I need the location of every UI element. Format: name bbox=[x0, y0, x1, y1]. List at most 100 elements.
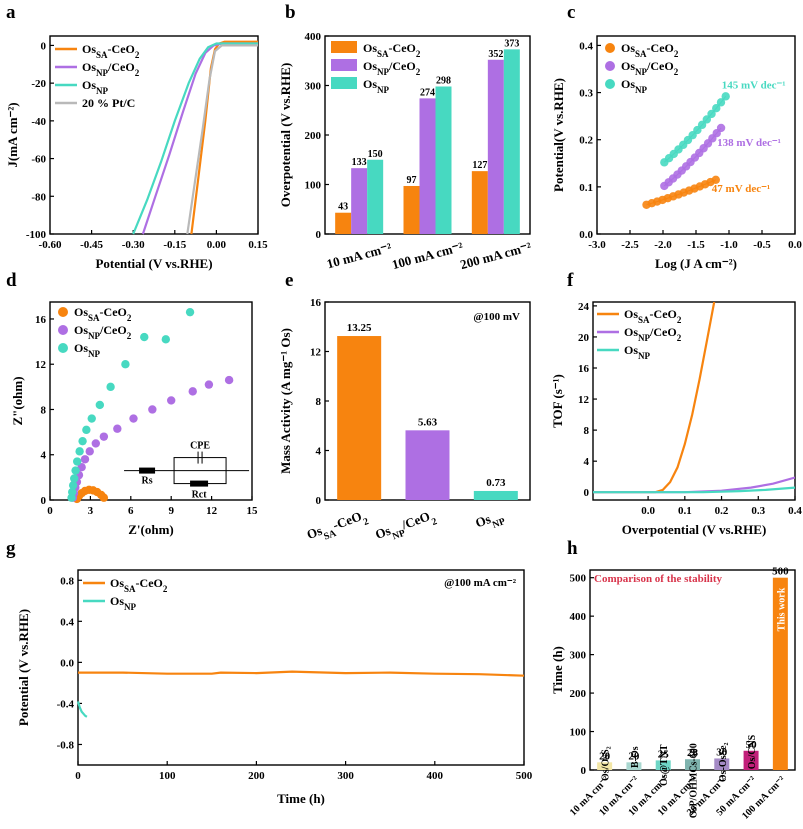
data-point bbox=[99, 493, 109, 502]
x-axis-label: Log (J A cm⁻²) bbox=[655, 256, 737, 271]
legend-marker bbox=[605, 43, 615, 53]
y-tick-label: 0.8 bbox=[60, 575, 74, 587]
fit-line bbox=[646, 179, 716, 206]
bar bbox=[473, 490, 518, 500]
x-axis-label: Potential (V vs.RHE) bbox=[95, 256, 212, 271]
y-tick-label: 0.4 bbox=[60, 616, 74, 628]
x-axis-label: Time (h) bbox=[277, 791, 325, 806]
data-point bbox=[80, 455, 90, 464]
x-category-label: 200 mA cm⁻² bbox=[459, 239, 533, 272]
y-tick-label: 100 bbox=[305, 180, 322, 192]
x-tick-label: 400 bbox=[427, 770, 444, 782]
legend-entry: OsNP/CeO2 bbox=[74, 323, 132, 341]
legend-entry: OsNP/CeO2 bbox=[82, 60, 140, 78]
bar-value-label: 20 bbox=[628, 750, 640, 762]
bar bbox=[335, 212, 352, 234]
bar bbox=[403, 185, 420, 234]
data-point bbox=[711, 175, 720, 184]
legend-entry: OsNP bbox=[110, 594, 137, 612]
chart-f: 0.0 0.1 0.2 0.3 0.4 0 4 8 12 16 20 24 OsSA-CeO2OsNP/… bbox=[550, 301, 802, 537]
tafel-slope-label: 145 mV dec⁻¹ bbox=[722, 79, 786, 91]
chart-e: 0 4 8 12 16 13.25 OsSA-CeO2 5.63 OsNP/CeO2 0.73 Os… bbox=[278, 297, 531, 548]
bar-name-label: This work bbox=[776, 587, 787, 631]
data-point bbox=[140, 332, 149, 342]
bar-value-label: 20 bbox=[599, 750, 611, 762]
y-axis-label: Z"(ohm) bbox=[10, 376, 25, 425]
data-point bbox=[95, 400, 105, 410]
y-tick-label: 16 bbox=[578, 363, 590, 375]
data-point bbox=[224, 375, 234, 385]
legend-swatch bbox=[331, 77, 357, 89]
data-point bbox=[71, 466, 80, 475]
x-tick-label: -1.0 bbox=[720, 239, 738, 251]
plot-frame bbox=[77, 569, 525, 766]
x-tick-label: 0.0 bbox=[788, 239, 802, 251]
x-tick-label: 6 bbox=[128, 505, 134, 517]
y-tick-label: 8 bbox=[316, 396, 322, 408]
series-line bbox=[76, 701, 88, 718]
x-tick-label: 0.4 bbox=[788, 505, 802, 517]
x-category-label: OsSA-CeO2 bbox=[305, 507, 371, 548]
circuit-inset: CPE Rs Rct bbox=[124, 441, 250, 501]
data-point bbox=[204, 380, 214, 389]
bar bbox=[471, 171, 488, 234]
panel-c-label: c bbox=[567, 2, 575, 23]
data-point bbox=[121, 360, 130, 369]
x-category-label: 100 mA cm⁻² bbox=[390, 239, 464, 272]
data-point bbox=[167, 396, 176, 405]
legend-marker bbox=[605, 61, 615, 71]
panel-a-label: a bbox=[6, 2, 16, 23]
bar-value-label: 150 bbox=[368, 149, 383, 160]
y-axis-label: Mass Activity (A mg⁻¹ Os) bbox=[278, 328, 293, 474]
legend-swatch bbox=[331, 41, 357, 53]
x-tick-label: -0.30 bbox=[122, 239, 145, 251]
x-tick-label: -3.0 bbox=[588, 239, 606, 251]
bar bbox=[743, 750, 759, 770]
fit-line bbox=[663, 95, 727, 163]
y-tick-label: -0.8 bbox=[57, 739, 75, 751]
bar-value-label: 50 bbox=[746, 739, 758, 751]
bar bbox=[503, 49, 520, 234]
y-tick-label: 200 bbox=[305, 130, 322, 142]
x-tick-label: -0.15 bbox=[163, 239, 186, 251]
x-tick-label: 0.0 bbox=[641, 505, 655, 517]
data-point bbox=[106, 382, 115, 392]
x-tick-label: 12 bbox=[206, 505, 218, 517]
condition-annotation: @100 mA cm⁻² bbox=[444, 577, 517, 589]
rct-label: Rct bbox=[192, 490, 208, 501]
y-axis-label: Time (h) bbox=[550, 646, 565, 694]
y-tick-label: 8 bbox=[41, 404, 47, 416]
y-tick-label: 300 bbox=[570, 650, 587, 662]
data-point bbox=[82, 425, 91, 435]
chart-title: Comparison of the stability bbox=[594, 573, 723, 585]
bar-value-label: 133 bbox=[352, 157, 367, 168]
legend-entry: OsSA-CeO2 bbox=[82, 42, 140, 60]
y-tick-label: 12 bbox=[310, 347, 322, 359]
bar bbox=[655, 760, 671, 770]
bar-value-label: 43 bbox=[338, 202, 348, 213]
legend-entry: OsNP/CeO2 bbox=[621, 59, 679, 77]
rs-label: Rs bbox=[142, 476, 153, 487]
y-axis-label: Potential (V vs.RHE) bbox=[16, 609, 31, 726]
y-tick-label: 24 bbox=[578, 301, 590, 313]
x-tick-label: 9 bbox=[168, 505, 174, 517]
panel-f-label: f bbox=[567, 270, 574, 291]
bar bbox=[772, 577, 788, 770]
y-tick-label: 0.0 bbox=[579, 229, 593, 241]
chart-g: 0 100 200 300 400 500 0.8 0.4 0.0 -0.4 -0.8 OsSA-Ce… bbox=[16, 569, 533, 806]
x-tick-label: -2.0 bbox=[654, 239, 672, 251]
legend-entry: OsNP/CeO2 bbox=[363, 59, 421, 77]
legend-entry: OsNP bbox=[624, 343, 651, 361]
data-point bbox=[185, 307, 195, 317]
legend-entry: OsNP/CeO2 bbox=[624, 325, 682, 343]
y-tick-label: 16 bbox=[310, 297, 322, 309]
condition-annotation: @100 mV bbox=[473, 311, 520, 323]
legend-marker bbox=[605, 79, 615, 89]
bar bbox=[435, 86, 452, 235]
series-line bbox=[593, 302, 716, 494]
y-tick-label: -20 bbox=[31, 78, 46, 90]
data-point bbox=[70, 474, 79, 483]
y-tick-label: 400 bbox=[570, 611, 587, 623]
